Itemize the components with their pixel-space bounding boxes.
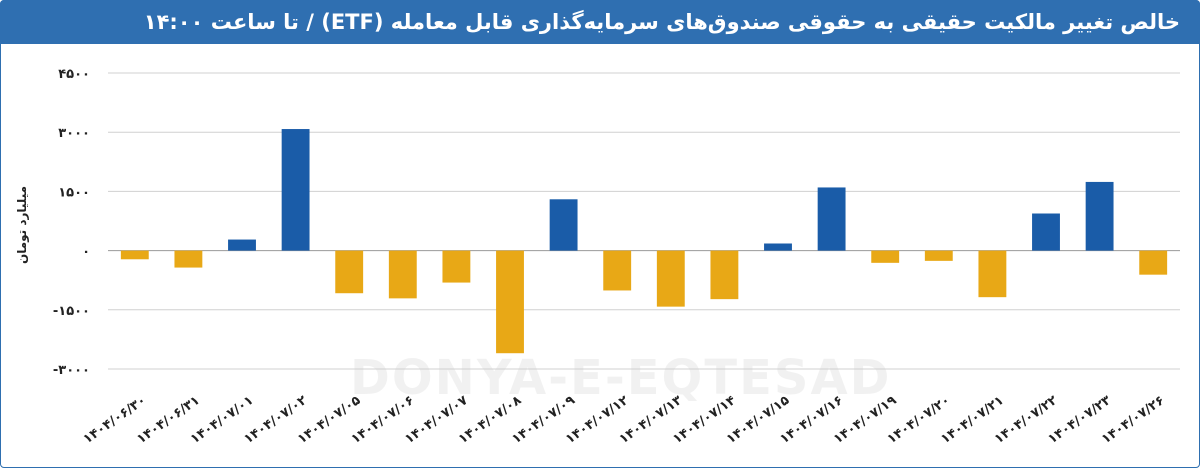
bar <box>228 239 256 251</box>
bar <box>764 243 792 251</box>
bar <box>549 199 578 251</box>
y-tick-label: -۳۰۰۰ <box>53 363 90 378</box>
bar <box>388 250 417 299</box>
y-tick-label: ۳۰۰۰ <box>58 126 90 141</box>
bar <box>871 250 900 263</box>
y-tick-label: ۴۵۰۰ <box>58 67 90 82</box>
bar <box>281 129 310 251</box>
bar <box>1032 213 1060 251</box>
bar <box>817 187 846 251</box>
bar <box>603 250 632 291</box>
y-tick-label: ۰ <box>82 245 90 260</box>
bar-chart: ۴۵۰۰۳۰۰۰۱۵۰۰۰-۱۵۰۰-۳۰۰۰۱۴۰۴/۰۶/۳۰۱۴۰۴/۰۶… <box>53 67 1180 447</box>
bar <box>120 250 149 260</box>
bar <box>978 250 1007 298</box>
y-tick-label: -۱۵۰۰ <box>53 304 90 319</box>
bar <box>442 250 471 283</box>
bar <box>174 250 203 268</box>
bar <box>1139 250 1168 275</box>
chart-title: خالص تغییر مالکیت حقیقی به حقوقی صندوق‌ه… <box>143 10 1180 34</box>
bar <box>924 250 953 261</box>
bar <box>656 250 685 307</box>
bar <box>710 250 739 300</box>
bar <box>1085 181 1114 251</box>
bar <box>335 250 364 294</box>
bar <box>496 250 524 354</box>
title-bar: خالص تغییر مالکیت حقیقی به حقوقی صندوق‌ه… <box>0 0 1200 44</box>
watermark: DONYA-E-EQTESAD <box>350 350 892 406</box>
y-tick-label: ۱۵۰۰ <box>58 185 90 200</box>
